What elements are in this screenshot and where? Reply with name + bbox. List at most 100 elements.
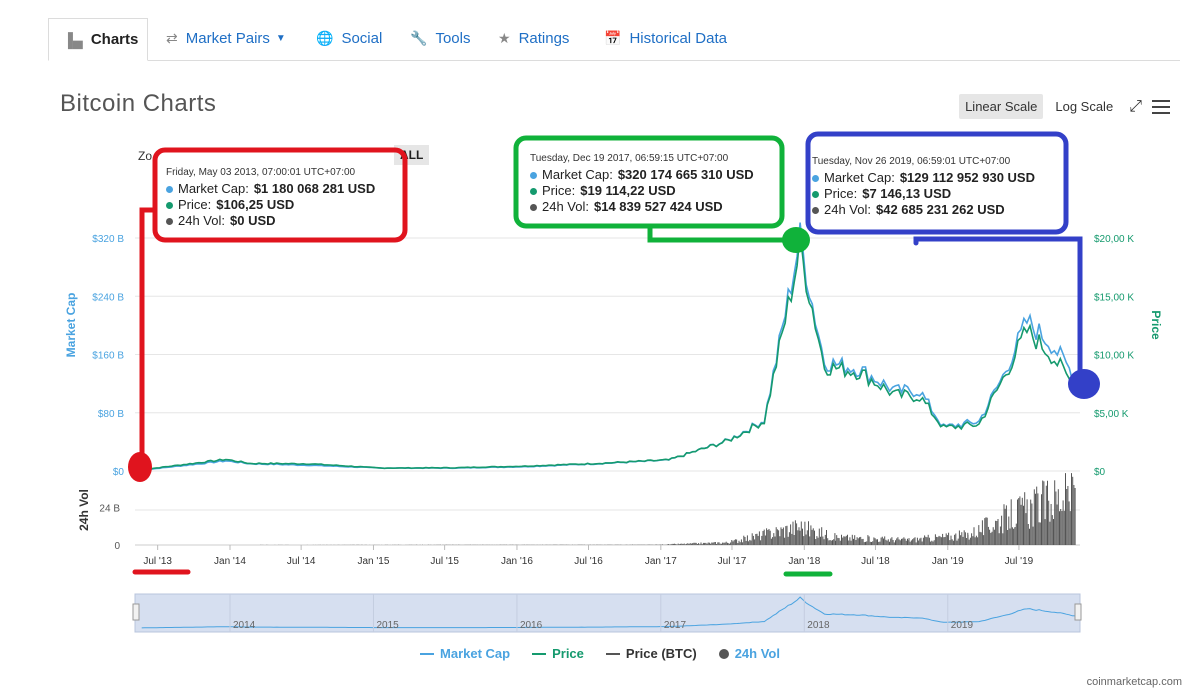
navigator-window [134,593,1081,633]
vol-axis-label: 24h Vol [77,489,91,531]
wrench-icon: 🔧 [410,30,428,46]
market-cap-line [141,222,1076,471]
x-tick-label: Jul '13 [143,556,172,567]
tooltip-2017: Tuesday, Dec 19 2017, 06:59:15 UTC+07:00… [530,153,776,215]
tooltip-price-label: Price: [178,197,212,212]
x-tick-label: Jul '18 [861,556,890,567]
tooltip-mcap: $320 174 665 310 USD [617,167,754,182]
x-tick-label: Jul '14 [287,556,316,567]
menu-icon[interactable] [1152,99,1170,114]
x-tick-label: Jul '15 [430,556,459,567]
red-annotation-connector [139,207,158,463]
legend-label-price: Price [552,646,584,661]
x-tick-label: Jan '14 [214,556,246,567]
chevron-down-icon: ▼ [275,33,286,44]
x-tick-label: Jul '16 [574,556,603,567]
x-tick-label: Jan '18 [788,556,820,567]
tooltip-2013: Friday, May 03 2013, 07:00:01 UTC+07:00 … [166,167,396,229]
tab-tools-label: Tools [435,30,471,47]
blue-annotation-dot [1068,369,1100,399]
tab-ratings-label: Ratings [518,30,570,47]
legend-item-market-cap[interactable]: Market Cap [420,646,510,661]
log-scale-button[interactable]: Log Scale [1055,99,1114,114]
tooltip-vol: $0 USD [230,213,276,228]
globe-icon: 🌐 [316,30,334,46]
navigator-tick-label: 2014 [233,620,256,631]
gridlines [135,237,1080,511]
tooltip-2019: Tuesday, Nov 26 2019, 06:59:01 UTC+07:00… [812,156,1058,218]
left-tick-label: $160 B [92,351,124,362]
navigator-tick-label: 2016 [520,620,543,631]
x-axis-ticks: Jul '13 Jan '14 Jul '14 Jan '15 Jul '15 Jan '… [143,545,1034,567]
left-tick-label: $320 B [92,234,124,245]
tab-market-pairs[interactable]: ⇄ Market Pairs ▼ [166,18,286,59]
tab-ratings[interactable]: ★ Ratings [498,18,569,59]
left-tick-label: $240 B [92,292,124,303]
tooltip-price: $19 114,22 USD [580,183,676,198]
green-annotation-connector [647,223,791,243]
blue-annotation-connector [913,236,1083,379]
tab-historical-data[interactable]: 📅 Historical Data [604,18,727,59]
zoom-label: Zo [138,149,153,163]
tooltip-mcap: $1 180 068 281 USD [253,181,376,196]
right-tick-label: $10,00 K [1094,351,1134,362]
left-axis-label: Market Cap [64,293,78,358]
tab-charts-label: Charts [90,31,139,48]
scale-controls: Linear Scale Log Scale ⤢ [959,94,1170,119]
navigator-left-handle[interactable] [132,603,140,621]
tab-social-label: Social [341,30,383,47]
right-axis-ticks: $0 $5,00 K $10,00 K $15,00 K $20,00 K [1094,234,1134,478]
red-annotation-box [152,147,408,243]
fullscreen-icon[interactable]: ⤢ [1129,97,1142,115]
tab-social[interactable]: 🌐 Social [316,18,382,59]
tab-charts[interactable]: ▐▄ Charts [48,18,148,61]
price-dot-icon [812,190,819,198]
right-axis-label: Price [1149,310,1163,340]
volume-bars [260,473,1076,545]
linear-scale-button[interactable]: Linear Scale [959,94,1044,119]
right-tick-label: $15,00 K [1094,292,1134,303]
right-tick-label: $20,00 K [1094,234,1134,245]
calendar-icon: 📅 [604,30,622,46]
legend-label-market-cap: Market Cap [440,646,511,661]
vol-tick-label: 24 B [99,504,120,515]
price-dot-icon [530,187,537,195]
x-tick-label: Jan '19 [932,556,964,567]
tooltip-date: Tuesday, Nov 26 2019, 06:59:01 UTC+07:00 [812,156,1011,167]
tab-bar: ▐▄ Charts ⇄ Market Pairs ▼ 🌐 Social 🔧 To… [48,18,1180,61]
tooltip-mcap-label: Market Cap: [178,181,249,196]
legend-item-price-btc[interactable]: Price (BTC) [605,646,697,661]
tab-tools[interactable]: 🔧 Tools [410,18,470,59]
swap-icon: ⇄ [166,30,178,46]
x-tick-label: Jul '17 [718,556,747,567]
navigator-tick-label: 2017 [664,620,687,631]
navigator-tick-label: 2015 [376,620,399,631]
green-annotation-dot [782,227,810,253]
left-axis-ticks: $0 $80 B $160 B $240 B $320 B [92,234,124,478]
navigator-right-handle[interactable] [1074,603,1082,621]
mcap-dot-icon [166,185,173,193]
legend-item-24h-vol[interactable]: 24h Vol [718,646,780,661]
tab-market-pairs-label: Market Pairs [185,30,270,47]
navigator-line [141,596,1076,629]
tooltip-price: $7 146,13 USD [862,186,952,201]
tooltip-vol: $42 685 231 262 USD [876,202,1005,217]
tooltip-vol-label: 24h Vol: [178,213,225,228]
x-tick-label: Jan '15 [358,556,390,567]
vol-dot-icon [166,217,173,225]
tooltip-vol-label: 24h Vol: [542,199,589,214]
star-icon: ★ [498,30,511,46]
legend-item-price[interactable]: Price [532,646,584,661]
x-tick-label: Jan '17 [645,556,677,567]
price-dot-icon [166,201,173,209]
legend-label-price-btc: Price (BTC) [625,646,697,661]
tooltip-price-label: Price: [824,186,858,201]
tooltip-price: $106,25 USD [216,197,295,212]
legend-label-24h-vol: 24h Vol [734,646,780,661]
red-annotation-dot [128,452,152,482]
vol-axis-ticks: 0 24 B [99,504,120,553]
tooltip-date: Tuesday, Dec 19 2017, 06:59:15 UTC+07:00 [530,153,729,164]
navigator-ticks: 2014 2015 2016 2017 2018 2019 [229,594,973,632]
tooltip-mcap-label: Market Cap: [824,170,895,185]
